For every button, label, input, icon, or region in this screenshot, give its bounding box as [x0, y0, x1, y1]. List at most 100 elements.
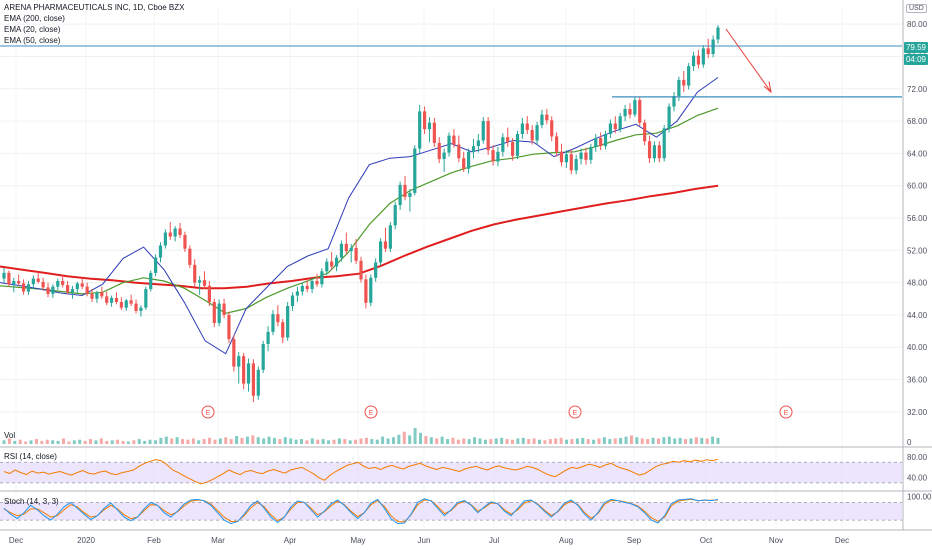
- volume-bar: [554, 438, 558, 444]
- currency-label[interactable]: USD: [906, 4, 927, 13]
- time-tick-label: Sep: [627, 536, 642, 545]
- volume-bar: [251, 435, 255, 444]
- volume-bar: [332, 439, 336, 444]
- volume-bar: [705, 438, 709, 444]
- candle-body: [374, 262, 378, 278]
- last-price-tag: 79.59: [904, 42, 928, 53]
- candle-body: [168, 232, 172, 237]
- candle-body: [432, 122, 436, 143]
- volume-bar: [213, 439, 217, 444]
- volume-bar: [56, 440, 60, 444]
- candle-body: [320, 271, 324, 285]
- volume-bar: [370, 439, 374, 444]
- candle-body: [149, 272, 153, 290]
- volume-bar: [327, 440, 331, 444]
- legend-ema20[interactable]: EMA (20, close): [4, 25, 61, 34]
- candle-body: [462, 158, 466, 169]
- legend-ema50[interactable]: EMA (50, close): [4, 36, 61, 45]
- volume-bar: [289, 438, 293, 444]
- volume-pane-label[interactable]: Vol: [4, 431, 16, 440]
- volume-bar: [170, 438, 174, 444]
- volume-bar: [613, 438, 617, 444]
- time-tick-label: Aug: [559, 536, 573, 545]
- symbol-title: ARENA PHARMACEUTICALS INC, 1D, Cboe BZX: [4, 3, 185, 12]
- earnings-marker: [364, 405, 378, 419]
- volume-bar: [364, 437, 368, 444]
- candle-body: [457, 144, 461, 159]
- candle-body: [31, 278, 35, 285]
- candle-body: [466, 151, 471, 169]
- stoch-pane-label[interactable]: Stoch (14, 3, 3): [4, 497, 59, 506]
- time-tick-label: Jul: [489, 536, 499, 545]
- earnings-label: E: [369, 410, 374, 417]
- candle-body: [657, 145, 661, 159]
- volume-bar: [348, 440, 352, 444]
- candle-body: [535, 125, 539, 141]
- volume-bar: [245, 436, 249, 444]
- volume-bar: [229, 439, 233, 444]
- legend-ema200[interactable]: EMA (200, close): [4, 14, 65, 23]
- volume-bar: [565, 439, 569, 444]
- volume-bar: [424, 436, 428, 444]
- volume-bar: [462, 438, 466, 444]
- earnings-label: E: [573, 410, 578, 417]
- candle-body: [574, 159, 578, 171]
- volume-bar: [305, 440, 309, 444]
- candle-body: [173, 228, 177, 237]
- price-tick-label: 60.00: [907, 182, 928, 191]
- volume-bar: [386, 438, 390, 444]
- volume-bar: [532, 438, 536, 444]
- candle-body: [7, 272, 11, 285]
- volume-bar: [440, 436, 444, 444]
- stoch-k-line: [3, 498, 719, 525]
- volume-bar: [657, 438, 660, 444]
- candle-body: [158, 245, 163, 258]
- candle-body: [545, 114, 549, 121]
- ema50-layer: [0, 107, 719, 314]
- volume-bar: [419, 432, 422, 444]
- volume-bar: [359, 438, 363, 444]
- rsi-pane-label[interactable]: RSI (14, close): [4, 452, 57, 461]
- candle-body: [212, 302, 216, 323]
- volume-bar: [543, 440, 547, 444]
- rsi-layer: [0, 458, 902, 485]
- volume-bar: [375, 439, 379, 444]
- candle-body: [515, 134, 520, 156]
- rsi-tick-label: 40.00: [907, 474, 928, 483]
- volume-bar: [45, 439, 49, 444]
- candle-body: [114, 297, 119, 302]
- volume-bar: [597, 438, 601, 444]
- volume-bar: [256, 437, 260, 444]
- volume-bar: [581, 437, 585, 444]
- candle-body: [26, 284, 31, 292]
- candle-body: [188, 248, 192, 265]
- volume-bar: [181, 439, 184, 444]
- volume-bar: [262, 438, 266, 444]
- price-tick-label: 48.00: [907, 279, 928, 288]
- volume-bar: [684, 439, 688, 444]
- time-tick-label: Mar: [211, 536, 225, 545]
- volume-bar: [619, 437, 623, 444]
- candle-body: [647, 141, 652, 159]
- candle-body: [251, 363, 256, 396]
- candle-body: [237, 356, 241, 367]
- volume-bar: [18, 439, 22, 444]
- volume-bar: [300, 439, 303, 444]
- candle-body: [2, 272, 6, 279]
- candle-body: [652, 145, 657, 159]
- candle-body: [295, 291, 300, 296]
- candle-body: [129, 300, 133, 304]
- volume-bar: [29, 440, 33, 444]
- volume-bar: [208, 437, 212, 444]
- candle-body: [701, 48, 705, 65]
- volume-bar: [278, 439, 282, 444]
- candle-body: [198, 280, 202, 283]
- volume-bar: [586, 439, 590, 444]
- volume-bar: [310, 438, 314, 444]
- candle-body: [623, 108, 627, 117]
- volume-bar: [148, 439, 152, 444]
- candle-body: [584, 152, 588, 160]
- candle-body: [579, 152, 583, 160]
- price-tick-label: 72.00: [907, 85, 928, 94]
